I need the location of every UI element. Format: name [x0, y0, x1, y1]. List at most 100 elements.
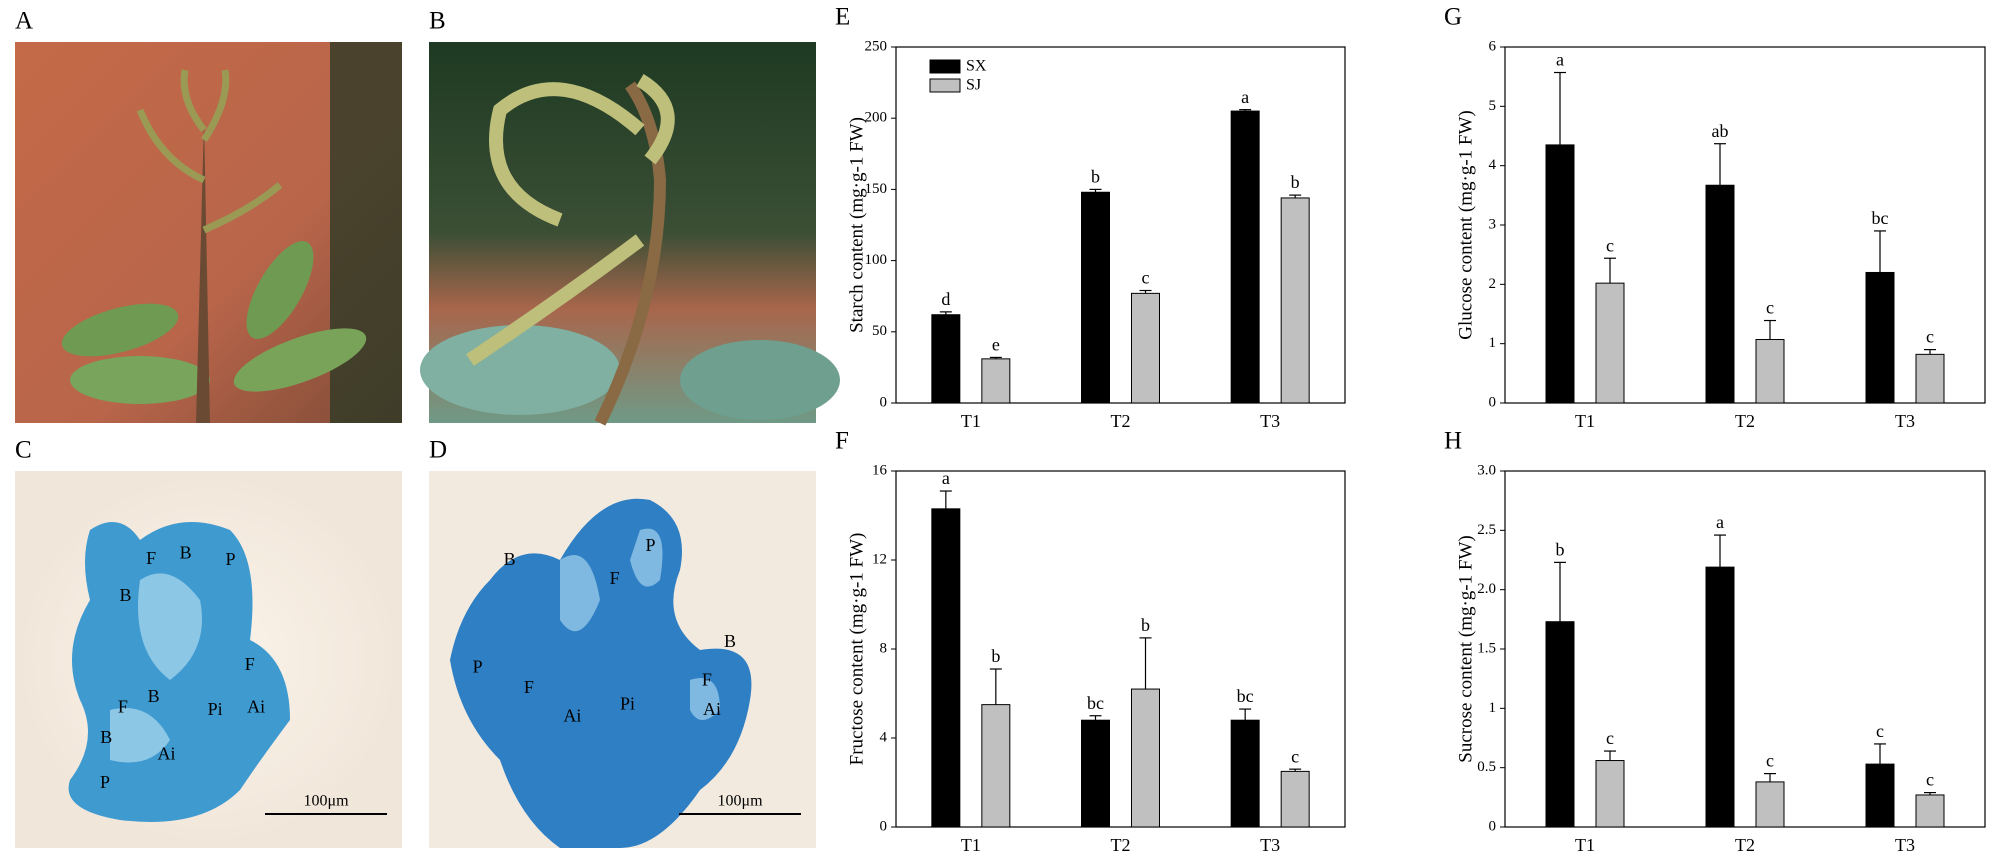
tissue-label: F: [245, 654, 255, 674]
significance-letter: a: [1716, 512, 1724, 532]
bar: [1131, 688, 1160, 828]
tissue-label: F: [702, 669, 712, 689]
y-tick-label: 4: [1489, 157, 1497, 173]
x-tick-label: T3: [1895, 411, 1915, 431]
significance-letter: b: [1141, 615, 1150, 635]
y-tick-label: 2.5: [1477, 522, 1496, 538]
tissue-label: F: [524, 677, 534, 697]
y-tick-label: 50: [872, 323, 887, 339]
photo-b: [420, 42, 840, 426]
y-tick-label: 0.5: [1477, 759, 1496, 775]
y-tick-label: 12: [872, 551, 887, 567]
photo-d: [429, 471, 816, 848]
significance-letter: a: [1241, 87, 1249, 107]
y-tick-label: 150: [865, 181, 888, 197]
significance-letter: bc: [1087, 693, 1104, 713]
y-tick-label: 5: [1489, 98, 1497, 114]
y-tick-label: 250: [865, 38, 888, 54]
x-tick-label: T2: [1735, 411, 1755, 431]
significance-letter: c: [1766, 751, 1774, 771]
y-tick-label: 2: [1489, 276, 1497, 292]
bar: [1230, 110, 1260, 404]
x-tick-label: T2: [1111, 411, 1131, 431]
significance-letter: b: [1556, 539, 1565, 559]
significance-letter: b: [991, 646, 1000, 666]
photo-c: [15, 471, 402, 848]
scale-bar-label: 100μm: [717, 793, 763, 810]
y-tick-label: 1.5: [1477, 640, 1496, 656]
bar: [931, 508, 961, 828]
legend-swatch: [929, 78, 961, 93]
bar: [1545, 144, 1575, 404]
x-tick-label: T3: [1895, 835, 1915, 855]
tissue-label: B: [148, 686, 160, 706]
tissue-label: P: [100, 772, 110, 792]
legend-label: SJ: [966, 77, 981, 94]
bar: [1705, 184, 1735, 404]
tissue-label: P: [226, 549, 236, 569]
x-tick-label: T1: [961, 411, 981, 431]
bar: [1081, 719, 1110, 828]
tissue-label: B: [504, 549, 516, 569]
significance-letter: c: [1876, 721, 1884, 741]
y-tick-label: 3: [1489, 216, 1497, 232]
tissue-label: Ai: [247, 696, 265, 716]
significance-letter: bc: [1872, 208, 1889, 228]
significance-letter: b: [1091, 167, 1100, 187]
bar: [1280, 197, 1310, 404]
bar: [981, 358, 1011, 404]
y-axis-title: Starch content (mg·g-1 FW): [846, 117, 867, 333]
plot-frame: [895, 470, 1346, 828]
panel-label: E: [835, 4, 850, 31]
panel-label: C: [15, 437, 32, 464]
y-tick-label: 1: [1489, 700, 1497, 716]
panel-label: F: [835, 428, 849, 455]
significance-letter: c: [1291, 746, 1299, 766]
legend-swatch: [929, 59, 961, 74]
y-tick-label: 0: [1489, 394, 1497, 410]
scale-bar-label: 100μm: [303, 793, 349, 810]
y-tick-label: 1: [1489, 335, 1497, 351]
bar: [1865, 763, 1895, 828]
panel-label: G: [1444, 4, 1462, 31]
significance-letter: c: [1606, 728, 1614, 748]
tissue-label: Ai: [703, 699, 721, 719]
plot-frame: [1504, 46, 1986, 404]
y-tick-label: 2.0: [1477, 581, 1496, 597]
panel-label: D: [429, 437, 447, 464]
bar: [1545, 621, 1575, 828]
tissue-label: F: [610, 568, 620, 588]
significance-letter: b: [1291, 172, 1300, 192]
bar: [1865, 271, 1895, 404]
significance-letter: ab: [1712, 121, 1729, 141]
tissue-label: B: [100, 727, 112, 747]
tissue-label: B: [724, 631, 736, 651]
panel-label: H: [1444, 428, 1462, 455]
panel-label: A: [15, 8, 33, 35]
bar: [1595, 282, 1625, 404]
tissue-label: Pi: [620, 694, 635, 714]
significance-letter: a: [942, 468, 950, 488]
y-tick-label: 16: [872, 462, 888, 478]
tissue-label: P: [646, 535, 656, 555]
significance-letter: c: [1926, 770, 1934, 790]
bar: [1131, 292, 1160, 404]
y-tick-label: 100: [865, 252, 888, 268]
x-tick-label: T1: [961, 835, 981, 855]
panel-label: B: [429, 8, 446, 35]
tissue-label: F: [146, 548, 156, 568]
y-tick-label: 6: [1489, 38, 1497, 54]
y-tick-label: 3.0: [1477, 462, 1496, 478]
bar: [1755, 781, 1785, 828]
bar: [1081, 191, 1110, 404]
y-axis-title: Glucose content (mg·g-1 FW): [1455, 110, 1476, 340]
bar: [1280, 770, 1310, 828]
bar: [1915, 794, 1945, 828]
significance-letter: a: [1556, 50, 1564, 70]
y-axis-title: Sucrose content (mg·g-1 FW): [1455, 535, 1476, 762]
tissue-label: Pi: [208, 699, 223, 719]
plot-frame: [895, 46, 1346, 404]
y-tick-label: 200: [865, 110, 888, 126]
tissue-label: B: [119, 585, 131, 605]
